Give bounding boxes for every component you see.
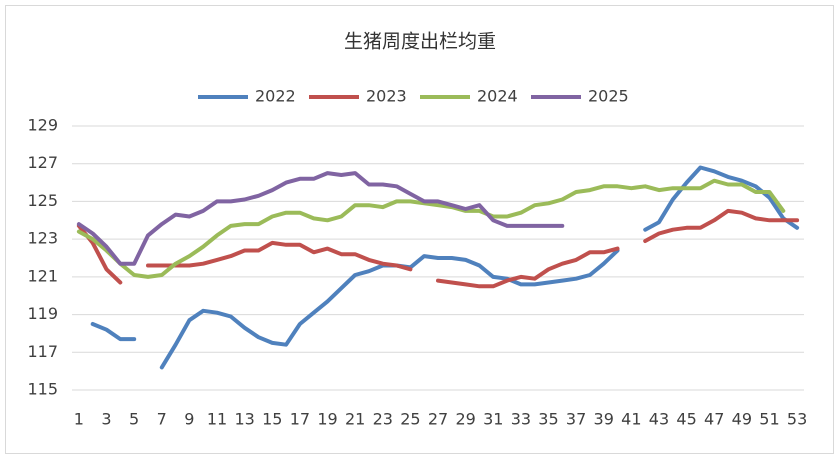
x-tick-label: 7 bbox=[157, 410, 167, 429]
y-tick-label: 121 bbox=[27, 266, 58, 285]
x-tick-label: 21 bbox=[345, 410, 365, 429]
x-tick-label: 35 bbox=[538, 410, 558, 429]
y-tick-label: 115 bbox=[27, 380, 58, 399]
legend-label: 2022 bbox=[255, 87, 296, 106]
x-tick-label: 45 bbox=[676, 410, 696, 429]
x-tick-label: 17 bbox=[290, 410, 310, 429]
x-tick-label: 51 bbox=[759, 410, 779, 429]
legend-label: 2023 bbox=[366, 87, 407, 106]
y-tick-label: 129 bbox=[27, 116, 58, 135]
chart-title: 生猪周度出栏均重 bbox=[344, 31, 496, 53]
y-tick-label: 117 bbox=[27, 342, 58, 361]
x-tick-label: 27 bbox=[428, 410, 448, 429]
x-tick-label: 53 bbox=[787, 410, 807, 429]
y-tick-label: 123 bbox=[27, 229, 58, 248]
x-tick-label: 25 bbox=[400, 410, 420, 429]
x-tick-label: 9 bbox=[184, 410, 194, 429]
y-tick-label: 127 bbox=[27, 153, 58, 172]
x-tick-label: 5 bbox=[129, 410, 139, 429]
x-tick-label: 47 bbox=[704, 410, 724, 429]
y-tick-label: 119 bbox=[27, 304, 58, 323]
x-tick-label: 1 bbox=[74, 410, 84, 429]
series-line bbox=[76, 178, 786, 279]
x-tick-label: 19 bbox=[317, 410, 337, 429]
x-tick-label: 49 bbox=[732, 410, 752, 429]
legend-label: 2025 bbox=[588, 87, 629, 106]
x-tick-label: 13 bbox=[234, 410, 254, 429]
x-tick-label: 11 bbox=[207, 410, 227, 429]
chart-frame bbox=[5, 5, 834, 454]
legend-label: 2024 bbox=[477, 87, 518, 106]
y-tick-label: 125 bbox=[27, 191, 58, 210]
x-tick-label: 31 bbox=[483, 410, 503, 429]
x-tick-label: 29 bbox=[455, 410, 475, 429]
x-tick-label: 37 bbox=[566, 410, 586, 429]
x-tick-label: 43 bbox=[649, 410, 669, 429]
series-line bbox=[76, 208, 800, 289]
x-tick-label: 33 bbox=[511, 410, 531, 429]
series-line bbox=[76, 171, 565, 266]
x-tick-label: 3 bbox=[101, 410, 111, 429]
x-tick-label: 15 bbox=[262, 410, 282, 429]
x-tick-label: 41 bbox=[621, 410, 641, 429]
x-tick-label: 23 bbox=[373, 410, 393, 429]
x-tick-label: 39 bbox=[594, 410, 614, 429]
